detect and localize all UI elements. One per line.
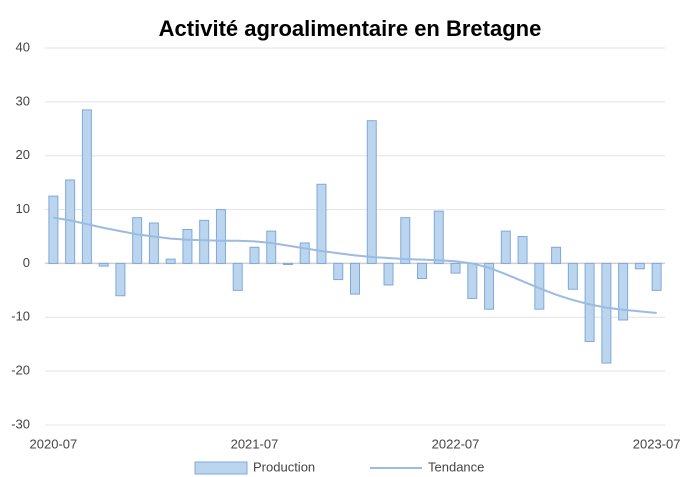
bar [299, 242, 310, 264]
bar [484, 262, 495, 310]
y-tick-label: -30 [11, 416, 30, 431]
bar [601, 262, 612, 364]
bar [450, 262, 461, 274]
bar [115, 262, 126, 297]
bar [182, 228, 193, 264]
bar [81, 109, 92, 264]
bar [517, 236, 528, 264]
bar [467, 262, 478, 299]
bar [199, 219, 210, 264]
bar [433, 210, 444, 264]
x-tick-label: 2022-07 [432, 436, 480, 451]
bar [366, 120, 377, 264]
x-tick-label: 2021-07 [231, 436, 279, 451]
trend-line [53, 216, 657, 314]
bar [132, 217, 143, 264]
bar [333, 262, 344, 281]
y-tick-label: 0 [23, 255, 30, 270]
bar [98, 262, 109, 267]
bar [350, 262, 360, 295]
bar [417, 262, 428, 280]
chart-title: Activité agroalimentaire en Bretagne [159, 16, 542, 41]
x-tick-label: 2023-07 [633, 436, 681, 451]
bar [383, 262, 394, 286]
bar [634, 262, 645, 270]
bar [48, 195, 59, 264]
bar [584, 262, 595, 343]
bar [215, 209, 226, 264]
legend-label: Tendance [428, 459, 484, 474]
legend-swatch [194, 461, 248, 475]
legend-label: Production [253, 459, 315, 474]
bar [282, 262, 293, 266]
bar [551, 246, 562, 264]
y-tick-label: -10 [11, 309, 30, 324]
x-tick-label: 2020-07 [30, 436, 78, 451]
bar [165, 258, 176, 264]
bar [651, 262, 662, 291]
y-tick-label: -20 [11, 363, 30, 378]
bar [567, 262, 578, 290]
y-tick-label: 40 [16, 39, 30, 54]
bar [316, 183, 327, 264]
y-tick-label: 10 [16, 201, 30, 216]
bar [266, 230, 277, 264]
bar [500, 230, 511, 264]
y-tick-label: 20 [16, 147, 30, 162]
y-tick-label: 30 [16, 93, 30, 108]
bar [618, 262, 629, 321]
bar [148, 222, 159, 264]
bar [400, 217, 411, 264]
bar [249, 246, 260, 264]
bar [232, 262, 243, 291]
